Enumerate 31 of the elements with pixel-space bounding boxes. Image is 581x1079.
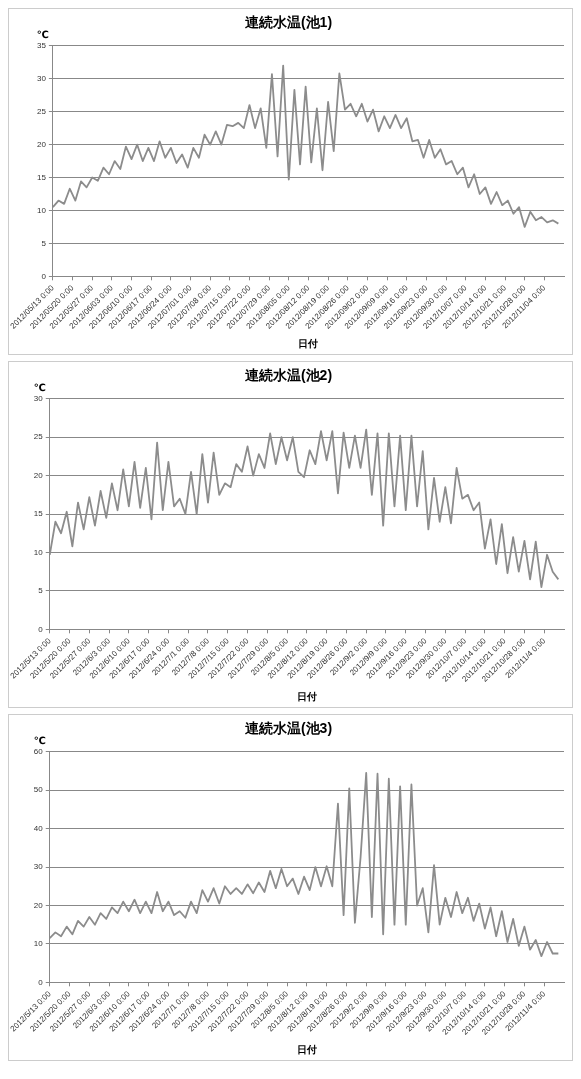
- y-tick-label: 20: [33, 470, 44, 480]
- x-axis-title: 日付: [296, 1043, 317, 1055]
- y-tick-label: 5: [41, 238, 47, 248]
- y-tick-label: 10: [33, 547, 44, 557]
- chart-title: 連続水温(池1): [243, 14, 333, 31]
- y-tick-label: 5: [38, 586, 44, 596]
- y-tick-label: 30: [33, 394, 44, 403]
- y-axis-title: ℃: [36, 28, 49, 40]
- y-tick-label: 15: [33, 509, 44, 519]
- y-tick-label: 25: [36, 106, 47, 116]
- y-tick-label: 25: [33, 432, 44, 442]
- y-tick-label: 0: [38, 977, 44, 987]
- y-tick-label: 60: [33, 747, 44, 756]
- y-tick-label: 35: [36, 41, 47, 50]
- y-tick-label: 10: [36, 205, 47, 215]
- y-tick-label: 40: [33, 823, 44, 833]
- chart-title: 連続水温(池2): [243, 367, 333, 384]
- chart-title: 連続水温(池3): [243, 720, 333, 737]
- x-axis-title: 日付: [296, 690, 317, 702]
- y-tick-label: 20: [36, 139, 47, 149]
- y-axis-title: ℃: [33, 734, 46, 746]
- y-tick-label: 30: [36, 73, 47, 83]
- y-tick-label: 10: [33, 939, 44, 949]
- y-tick-label: 50: [33, 785, 44, 795]
- y-tick-label: 0: [38, 624, 44, 634]
- y-tick-label: 0: [41, 271, 47, 281]
- y-tick-label: 20: [33, 900, 44, 910]
- y-tick-label: 15: [36, 172, 47, 182]
- y-tick-label: 30: [33, 862, 44, 872]
- y-axis-title: ℃: [33, 381, 46, 393]
- x-axis-title: 日付: [298, 337, 319, 349]
